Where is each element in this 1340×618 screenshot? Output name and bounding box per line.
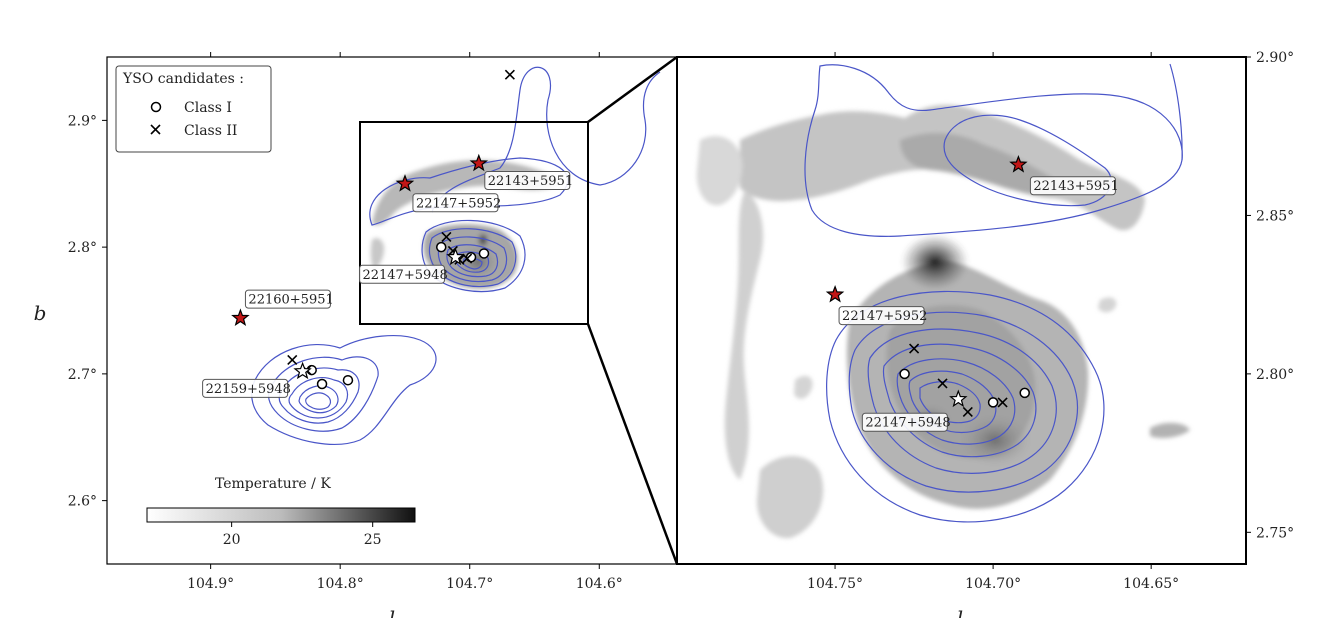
colorbar-ticks: 20 25	[223, 522, 382, 548]
class-i-point	[316, 378, 328, 390]
class-ii-point	[937, 378, 948, 389]
source-label-box	[861, 412, 948, 432]
source-label: 22143+5951	[488, 174, 573, 189]
class-i-point	[899, 368, 910, 380]
iras-source-star	[1009, 155, 1028, 173]
iras-source-open-star	[949, 389, 968, 408]
right-temperature-map	[696, 104, 1190, 539]
colorbar-tick-label: 25	[364, 532, 382, 548]
class-ii-point	[287, 354, 298, 365]
x-tick-label: 104.8°	[317, 576, 364, 592]
source-label: 22147+5952	[416, 196, 501, 211]
legend-class-ii-marker	[150, 124, 161, 135]
inset-box	[359, 121, 589, 325]
class-ii-point	[997, 397, 1008, 408]
source-label-box	[484, 170, 571, 190]
legend-class-ii-label: Class II	[184, 123, 237, 139]
zoom-connectors	[586, 55, 679, 565]
class-i-point	[987, 397, 999, 408]
legend-class-i-marker	[150, 101, 162, 113]
source-label: 22159+5948	[206, 382, 291, 397]
source-label: 22143+5951	[1033, 179, 1118, 194]
iras-source-open-star	[293, 361, 312, 380]
source-label-box	[1029, 176, 1116, 196]
y-axis-label: b	[34, 301, 47, 325]
source-label: 22147+5952	[842, 309, 927, 324]
right-panel-map: 22143+5951 22147+5952 22147+5948	[696, 63, 1190, 539]
x-tick-label: 104.70°	[965, 576, 1021, 592]
legend-title: YSO candidates :	[122, 71, 244, 87]
y-tick-label: 2.8°	[68, 240, 97, 256]
source-label: 22160+5951	[248, 293, 333, 308]
x-tick-label: 104.9°	[187, 576, 234, 592]
class-ii-point	[909, 343, 920, 354]
y-tick-label: 2.80°	[1256, 367, 1294, 383]
class-i-point	[478, 248, 490, 259]
class-ii-point	[504, 69, 515, 80]
legend: YSO candidates : Class I Class II	[115, 65, 272, 153]
class-ii-point	[441, 231, 452, 243]
colorbar-bar	[146, 507, 416, 523]
source-label-box	[838, 306, 925, 326]
right-markers: 22143+5951 22147+5952 22147+5948	[825, 155, 1119, 432]
y-tick-label: 2.6°	[68, 494, 97, 510]
colorbar: Temperature / K 20 25	[146, 476, 416, 548]
iras-source-star	[825, 284, 845, 303]
right-axes-frame	[676, 56, 1247, 565]
colorbar-label: Temperature / K	[215, 476, 331, 492]
legend-class-i-label: Class I	[184, 100, 232, 116]
left-axes: 104.9° 104.8° 104.7° 104.6° 2.6° 2.7° 2.8° 2.9°	[68, 52, 623, 592]
iras-source-star	[469, 153, 489, 172]
class-i-point	[342, 374, 354, 386]
left-markers: 22143+5951 22147+5952 22147+5948 22160+5951…	[202, 69, 573, 398]
x-tick-label: 104.7°	[446, 576, 493, 592]
source-label-box	[202, 378, 289, 398]
iras-source-open-star	[446, 247, 465, 266]
y-tick-label: 2.90°	[1256, 50, 1294, 66]
x-axis-label-right: l	[957, 606, 963, 618]
source-label: 22147+5948	[362, 268, 447, 283]
right-axes: 104.75° 104.70° 104.65° 2.75° 2.80° 2.85° 2.90…	[807, 50, 1294, 592]
y-tick-label: 2.85°	[1256, 208, 1294, 224]
class-i-point	[1019, 387, 1030, 399]
source-label-box	[358, 264, 445, 284]
left-panel-map: 22143+5951 22147+5952 22147+5948 22160+5951…	[202, 66, 661, 445]
x-tick-label: 104.75°	[807, 576, 863, 592]
colorbar-tick-label: 20	[223, 532, 241, 548]
x-tick-label: 104.65°	[1123, 576, 1179, 592]
x-axis-label-left: l	[389, 606, 395, 618]
y-tick-label: 2.75°	[1256, 525, 1294, 541]
x-tick-label: 104.6°	[576, 576, 623, 592]
iras-source-star	[231, 308, 250, 326]
y-tick-label: 2.7°	[68, 367, 97, 383]
class-ii-point	[962, 406, 973, 417]
source-label-box	[244, 289, 331, 309]
source-label: 22147+5948	[865, 416, 950, 431]
iras-source-star	[395, 174, 415, 192]
y-tick-label: 2.9°	[68, 113, 97, 129]
class-i-point	[435, 241, 447, 253]
class-ii-point	[462, 253, 473, 264]
source-label-box	[412, 193, 499, 213]
